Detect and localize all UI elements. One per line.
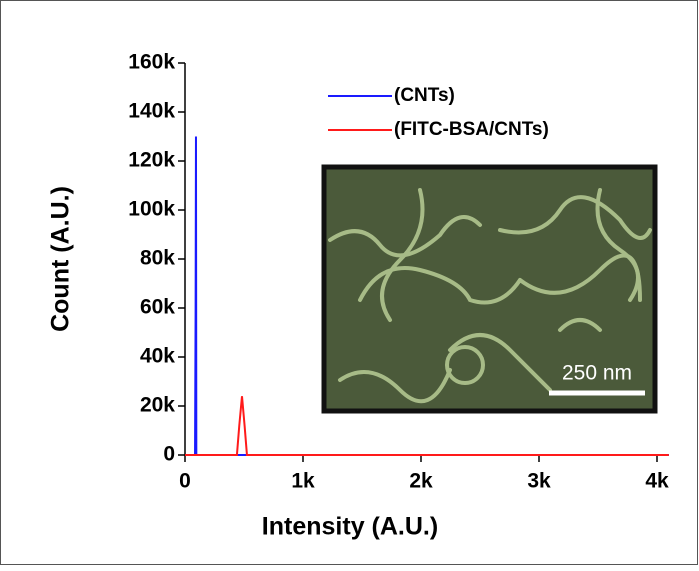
inset-image — [321, 164, 658, 414]
y-tick-label: 160k — [128, 51, 175, 74]
y-tick-label: 100k — [128, 198, 175, 221]
legend-label: (FITC-BSA/CNTs) — [394, 119, 549, 140]
y-tick-label: 80k — [140, 247, 175, 270]
x-tick-label: 0 — [179, 470, 191, 493]
y-tick-label: 140k — [128, 100, 175, 123]
legend-label: (CNTs) — [394, 85, 455, 106]
x-axis-label: Intensity (A.U.) — [262, 513, 438, 541]
x-tick-label: 1k — [291, 470, 315, 493]
x-tick-label: 2k — [409, 470, 433, 493]
y-tick-label: 40k — [140, 345, 175, 368]
y-tick-label: 120k — [128, 149, 175, 172]
x-tick-label: 3k — [527, 470, 551, 493]
x-tick-label: 4k — [645, 470, 669, 493]
y-axis-label: Count (A.U.) — [47, 186, 75, 332]
series-line — [185, 396, 669, 456]
y-tick-label: 60k — [140, 296, 175, 319]
scale-label: 250 nm — [562, 362, 632, 385]
y-tick-label: 0 — [163, 443, 175, 466]
y-tick-label: 20k — [140, 394, 175, 417]
